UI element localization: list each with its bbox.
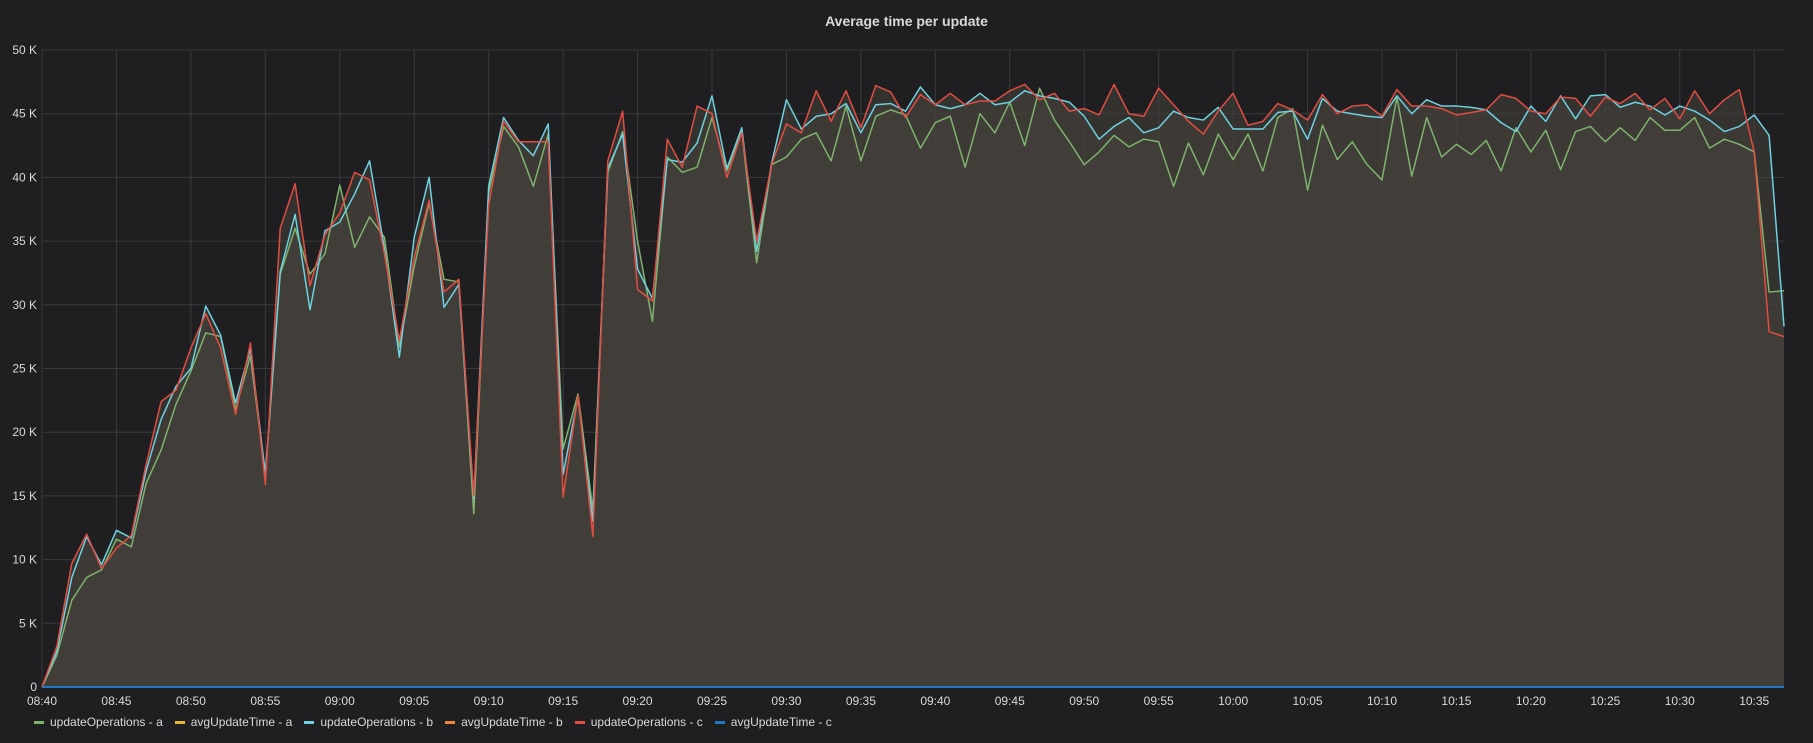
y-tick-label: 10 K: [12, 553, 37, 567]
x-tick-label: 09:40: [920, 694, 950, 708]
x-tick-label: 09:35: [846, 694, 876, 708]
legend-label: updateOperations - a: [50, 715, 163, 729]
x-tick-label: 09:20: [623, 694, 653, 708]
y-tick-label: 20 K: [12, 425, 37, 439]
series-fills: [42, 84, 1784, 688]
x-tick-label: 09:50: [1069, 694, 1099, 708]
x-tick-label: 10:05: [1293, 694, 1323, 708]
legend-label: avgUpdateTime - b: [461, 715, 563, 729]
y-tick-label: 25 K: [12, 362, 37, 376]
legend-swatch: [34, 720, 44, 724]
x-tick-label: 10:00: [1218, 694, 1248, 708]
legend-swatch: [174, 720, 185, 724]
x-axis: 08:40 08:45 08:50 08:55 09:00 09:05 09:10 09:15…: [27, 694, 1770, 708]
y-tick-label: 0: [30, 680, 37, 694]
x-tick-label: 10:35: [1739, 694, 1769, 708]
legend-item[interactable]: updateOperations - a: [34, 715, 163, 729]
legend: updateOperations - a avgUpdateTime - a upd…: [34, 714, 844, 730]
x-tick-label: 09:25: [697, 694, 727, 708]
legend-item[interactable]: avgUpdateTime - b: [445, 715, 563, 729]
y-tick-label: 30 K: [12, 298, 37, 312]
x-tick-label: 09:30: [771, 694, 801, 708]
panel-title[interactable]: Average time per update: [825, 13, 988, 29]
x-tick-label: 08:50: [176, 694, 206, 708]
series-line: [41, 87, 1785, 688]
series-lines: [41, 83, 1785, 688]
x-tick-label: 09:55: [1144, 694, 1174, 708]
x-tick-label: 10:30: [1665, 694, 1695, 708]
x-tick-label: 08:45: [101, 694, 131, 708]
x-tick-label: 09:15: [548, 694, 578, 708]
series-line: [41, 83, 1785, 688]
legend-label: avgUpdateTime - c: [730, 715, 832, 729]
x-tick-label: 08:55: [250, 694, 280, 708]
y-axis: 0 5 K 10 K 15 K 20 K 25 K 30 K 35 K 40 K 45 K 50 K: [12, 43, 37, 694]
legend-item[interactable]: avgUpdateTime - c: [714, 715, 832, 729]
x-tick-label: 10:10: [1367, 694, 1397, 708]
legend-swatch: [445, 720, 456, 724]
y-tick-label: 40 K: [12, 170, 37, 184]
legend-swatch: [304, 720, 315, 724]
y-tick-label: 5 K: [19, 616, 37, 630]
x-tick-label: 09:05: [399, 694, 429, 708]
legend-label: updateOperations - c: [590, 715, 703, 729]
x-tick-label: 09:10: [474, 694, 504, 708]
series-area: [42, 84, 1784, 687]
x-tick-label: 09:45: [995, 694, 1025, 708]
legend-label: avgUpdateTime - a: [190, 715, 293, 729]
series-line: [41, 86, 1785, 688]
legend-item[interactable]: avgUpdateTime - a: [174, 715, 293, 729]
x-tick-label: 10:20: [1516, 694, 1546, 708]
y-tick-label: 15 K: [12, 489, 37, 503]
y-tick-label: 50 K: [12, 43, 37, 57]
y-tick-label: 35 K: [12, 234, 37, 248]
legend-item[interactable]: updateOperations - c: [574, 715, 703, 729]
y-tick-label: 45 K: [12, 107, 37, 121]
x-tick-label: 10:15: [1441, 694, 1471, 708]
legend-label: updateOperations - b: [320, 715, 434, 729]
x-tick-label: 08:40: [27, 694, 57, 708]
legend-item[interactable]: updateOperations - b: [304, 715, 433, 729]
legend-swatch: [574, 720, 585, 724]
legend-swatch: [714, 720, 725, 724]
x-tick-label: 10:25: [1590, 694, 1620, 708]
x-tick-label: 09:00: [325, 694, 355, 708]
